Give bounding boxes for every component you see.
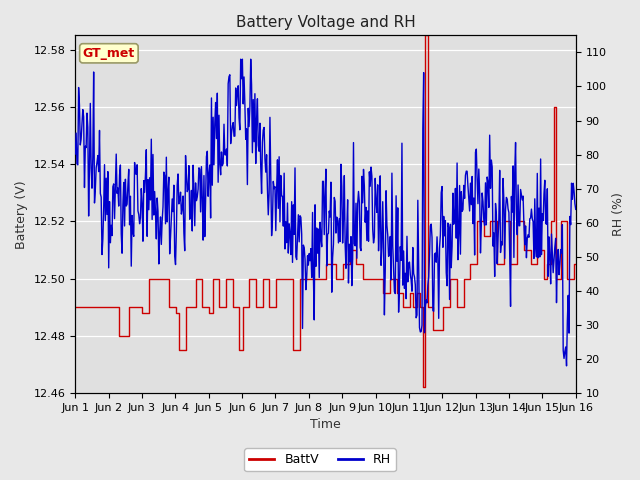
Text: GT_met: GT_met: [83, 47, 135, 60]
Title: Battery Voltage and RH: Battery Voltage and RH: [236, 15, 415, 30]
Legend: BattV, RH: BattV, RH: [244, 448, 396, 471]
Y-axis label: RH (%): RH (%): [612, 192, 625, 236]
X-axis label: Time: Time: [310, 419, 341, 432]
Y-axis label: Battery (V): Battery (V): [15, 180, 28, 249]
